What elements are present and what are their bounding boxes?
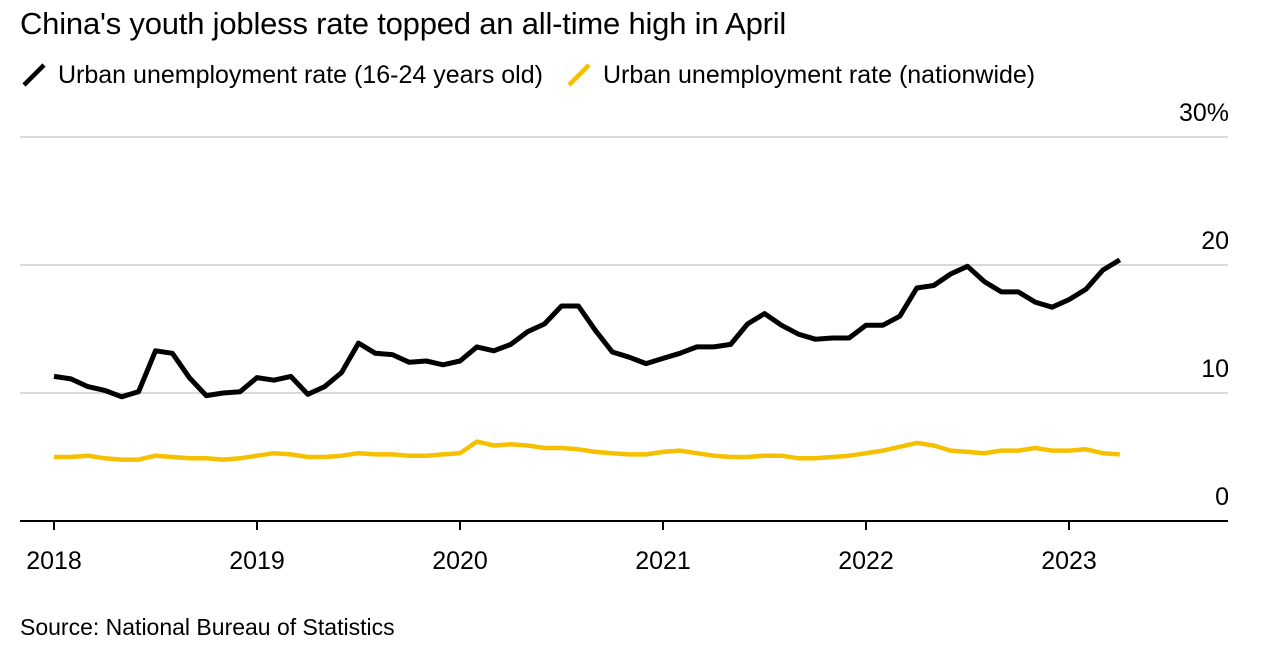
x-tick-label-2021: 2021 — [635, 547, 691, 575]
y-tick-label-30: 30% — [1179, 99, 1229, 127]
x-tick-label-2020: 2020 — [432, 547, 488, 575]
chart-title: China's youth jobless rate topped an all… — [20, 6, 787, 41]
x-tick-label-2023: 2023 — [1041, 547, 1097, 575]
series-lines — [53, 257, 1122, 462]
y-tick-label-20: 20 — [1201, 227, 1229, 255]
y-tick-label-10: 10 — [1201, 355, 1229, 383]
legend-swatch-nationwide — [567, 63, 591, 87]
legend: Urban unemployment rate (16-24 years old… — [20, 60, 1057, 90]
x-tick-label-2022: 2022 — [838, 547, 894, 575]
legend-label-youth: Urban unemployment rate (16-24 years old… — [58, 60, 543, 89]
series-line-nationwide — [54, 439, 1120, 462]
x-tick-label-2018: 2018 — [26, 547, 82, 575]
legend-swatch-youth — [22, 63, 46, 87]
legend-label-nationwide: Urban unemployment rate (nationwide) — [602, 60, 1036, 89]
x-axis-ticks: 2018 2019 2020 2021 2022 2023 — [26, 521, 1097, 575]
line-chart: 0 10 20 30% 2018 2019 2020 2021 2022 2023 — [20, 99, 1229, 575]
series-line-youth — [53, 257, 1122, 400]
source-note: Source: National Bureau of Statistics — [20, 614, 395, 640]
y-axis-tick-labels: 0 10 20 30% — [1179, 99, 1229, 511]
legend-item-youth: Urban unemployment rate (16-24 years old… — [20, 61, 543, 90]
y-tick-label-0: 0 — [1215, 483, 1229, 511]
legend-item-nationwide: Urban unemployment rate (nationwide) — [565, 61, 1035, 90]
x-tick-label-2019: 2019 — [229, 547, 285, 575]
